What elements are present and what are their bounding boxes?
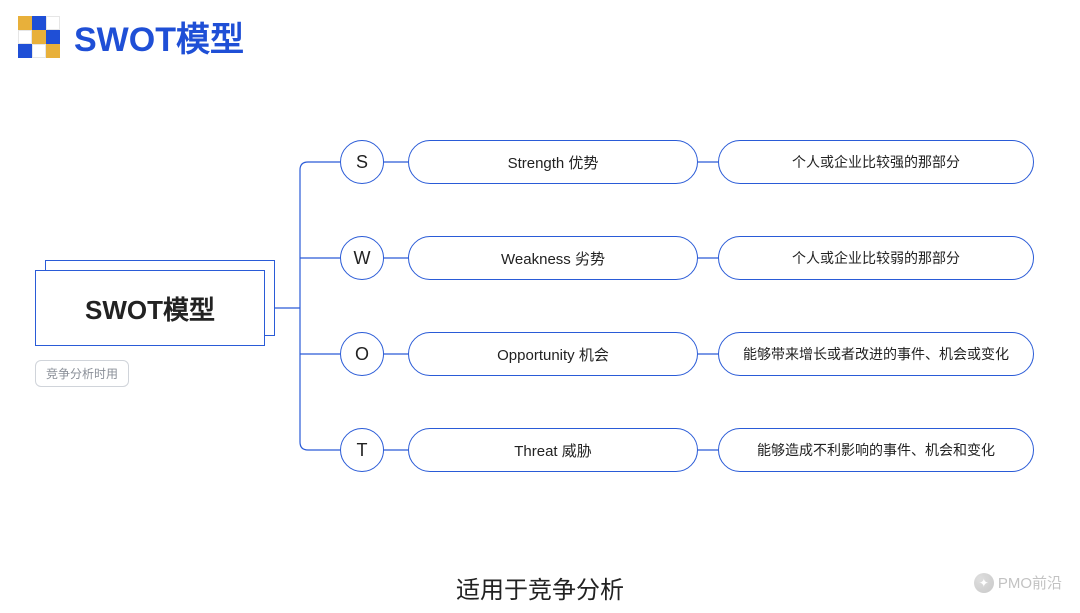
term-pill-o: Opportunity 机会 bbox=[408, 332, 698, 376]
desc-pill-o: 能够带来增长或者改进的事件、机会或变化 bbox=[718, 332, 1034, 376]
footer-caption: 适用于竞争分析 bbox=[0, 570, 1080, 605]
desc-pill-s: 个人或企业比较强的那部分 bbox=[718, 140, 1034, 184]
watermark: ✦ PMO前沿 bbox=[974, 572, 1062, 593]
letter-node-o: O bbox=[340, 332, 384, 376]
letter-node-w: W bbox=[340, 236, 384, 280]
root-box: SWOT模型 bbox=[35, 270, 265, 346]
term-pill-w: Weakness 劣势 bbox=[408, 236, 698, 280]
page-title: SWOT模型 bbox=[74, 12, 244, 61]
wechat-icon: ✦ bbox=[974, 573, 994, 593]
term-pill-t: Threat 威胁 bbox=[408, 428, 698, 472]
watermark-text: PMO前沿 bbox=[998, 572, 1062, 593]
logo-icon bbox=[18, 16, 60, 58]
subtitle-chip: 竞争分析时用 bbox=[35, 360, 129, 387]
diagram-canvas: SWOT模型竞争分析时用 S Strength 优势个人或企业比较强的那部分 W Wea… bbox=[0, 70, 1080, 553]
term-pill-s: Strength 优势 bbox=[408, 140, 698, 184]
desc-pill-t: 能够造成不利影响的事件、机会和变化 bbox=[718, 428, 1034, 472]
desc-pill-w: 个人或企业比较弱的那部分 bbox=[718, 236, 1034, 280]
letter-node-t: T bbox=[340, 428, 384, 472]
header: SWOT模型 bbox=[0, 0, 1080, 61]
letter-node-s: S bbox=[340, 140, 384, 184]
